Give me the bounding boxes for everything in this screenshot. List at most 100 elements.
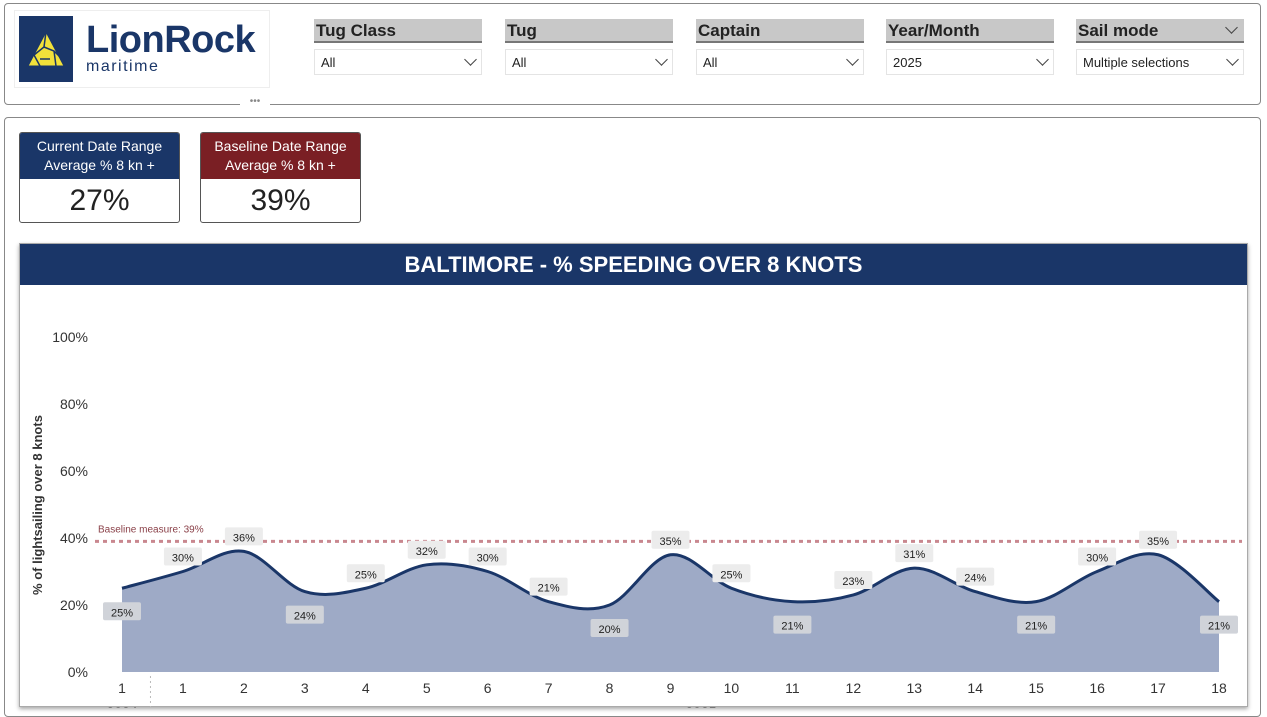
data-label-text: 36% [233,532,255,544]
data-label-background [651,530,690,549]
data-label-text: 25% [355,569,377,581]
x-tick-label: 3 [301,680,309,696]
data-label-text: 25% [111,607,133,619]
baseline-label: Baseline measure: 39% [98,524,204,535]
filter-label: Captain [698,21,761,40]
filter-value: All [512,54,527,70]
y-tick-label: 80% [60,396,88,412]
y-tick-label: 20% [60,597,88,613]
filter-tug-class[interactable]: Tug Class All [314,19,482,75]
filter-label: Year/Month [888,21,980,40]
data-label: 36% [224,527,263,546]
filter-dropdown[interactable]: 2025 [886,49,1054,75]
data-label-background [1139,530,1178,549]
data-label: 30% [1078,547,1117,566]
data-label-background [224,527,263,546]
data-label-text: 21% [1025,621,1047,633]
data-label-background [1200,615,1238,634]
filter-label: Tug [507,21,537,40]
data-label-background [346,564,385,583]
filter-dropdown[interactable]: All [696,49,864,75]
x-group-label: 2024 [106,704,137,708]
data-label: 25% [103,602,141,621]
filter-dropdown[interactable]: All [505,49,673,75]
data-label-background [407,540,446,559]
chevron-down-icon [846,53,859,66]
x-tick-label: 6 [484,680,492,696]
chevron-down-icon [1226,53,1239,66]
filter-label: Sail mode [1078,21,1159,40]
kpi-subtitle: Average % 8 kn + [225,157,336,173]
data-label: 24% [285,605,324,624]
filter-dropdown[interactable]: Multiple selections [1076,49,1244,75]
data-label-text: 35% [659,536,681,548]
data-label: 25% [712,564,751,583]
x-tick-label: 2 [240,680,248,696]
data-label-background [468,547,507,566]
data-label-background [712,564,751,583]
data-label: 21% [1200,615,1238,634]
filter-year-month[interactable]: Year/Month 2025 [886,19,1054,75]
filter-value: All [703,54,718,70]
data-label: 32% [407,540,446,559]
more-options-icon[interactable]: ••• [240,97,270,111]
x-tick-label: 7 [545,680,553,696]
data-label-background [529,577,568,596]
data-label-text: 35% [1147,536,1169,548]
data-label-text: 21% [781,621,803,633]
x-tick-label: 1 [118,680,126,696]
filter-tug[interactable]: Tug All [505,19,673,75]
data-label-background [103,602,141,621]
data-label: 35% [651,530,690,549]
lionrock-logo: LionRock maritime [14,10,270,88]
data-label: 31% [895,544,934,563]
x-tick-label: 18 [1211,680,1227,696]
filter-dropdown[interactable]: All [314,49,482,75]
x-tick-label: 16 [1089,680,1105,696]
mountain-logo-icon [19,16,73,82]
chart-plot: 0% 20% 40% 60% 80% 100% % of lightsailing over… [30,329,1242,717]
y-tick-label: 40% [60,530,88,546]
data-label-background [1078,547,1117,566]
chevron-down-icon[interactable] [1225,21,1238,34]
x-tick-label: 13 [906,680,922,696]
kpi-title: Baseline Date Range [214,138,347,154]
data-label: 35% [1139,530,1178,549]
x-tick-label: 1 [179,680,187,696]
filter-sail-mode[interactable]: Sail mode Multiple selections [1076,19,1244,75]
data-label: 25% [346,564,385,583]
x-tick-label: 15 [1028,680,1044,696]
data-label-text: 31% [903,549,925,561]
kpi-value: 39% [250,184,311,217]
y-tick-label: 0% [68,664,88,680]
data-label-text: 25% [720,569,742,581]
logo-name: LionRock [86,19,256,61]
data-label-text: 23% [842,576,864,588]
data-label-text: 24% [294,611,316,623]
data-label-background [834,570,873,589]
x-tick-label: 8 [606,680,614,696]
data-label: 30% [163,547,202,566]
data-label-text: 24% [964,573,986,585]
x-tick-label: 5 [423,680,431,696]
kpi-value: 27% [69,184,130,217]
x-tick-label: 11 [785,680,800,696]
filter-value: All [321,54,336,70]
x-tick-label: 10 [724,680,740,696]
data-label-background [895,544,934,563]
data-label: 21% [529,577,568,596]
y-tick-label: 100% [52,329,88,345]
filter-captain[interactable]: Captain All [696,19,864,75]
chevron-down-icon [1036,53,1049,66]
data-label-background [163,547,202,566]
logo-subtitle: maritime [86,58,160,75]
y-tick-label: 60% [60,463,88,479]
kpi-current-average: Current Date Range Average % 8 kn + 27% [19,132,180,223]
x-tick-label: 9 [667,680,675,696]
area-fill [122,550,1219,672]
data-label: 24% [956,567,995,586]
kpi-subtitle: Average % 8 kn + [44,157,155,173]
data-label: 21% [1017,615,1056,634]
chevron-down-icon [464,53,477,66]
data-label-text: 21% [1208,621,1230,633]
